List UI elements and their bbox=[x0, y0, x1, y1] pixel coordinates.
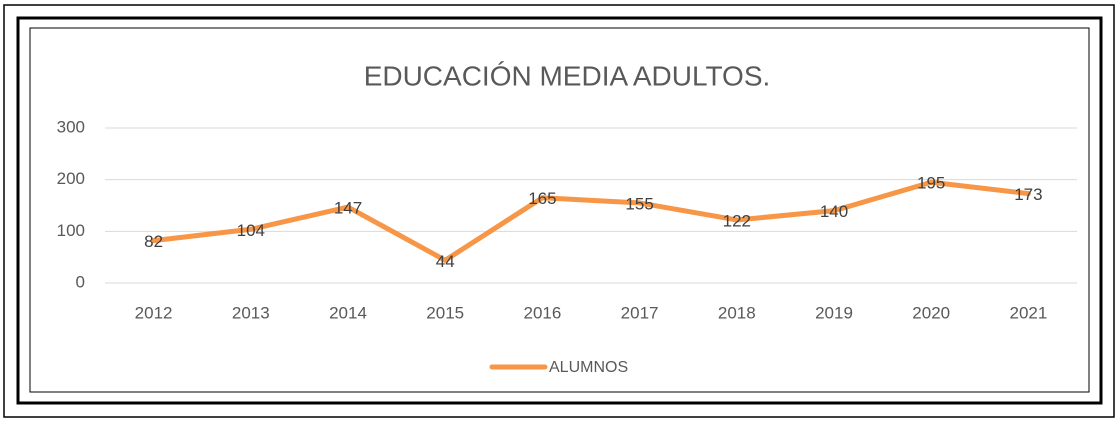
x-tick-label: 2021 bbox=[1009, 303, 1047, 322]
x-tick-label: 2018 bbox=[718, 303, 756, 322]
y-tick-label: 0 bbox=[76, 272, 85, 291]
data-label: 82 bbox=[144, 232, 163, 251]
y-tick-label: 300 bbox=[57, 117, 85, 136]
data-label: 104 bbox=[237, 221, 265, 240]
data-label: 44 bbox=[436, 252, 455, 271]
inner-frame bbox=[16, 16, 1103, 405]
chart-frame bbox=[29, 27, 1090, 393]
data-label: 195 bbox=[917, 174, 945, 193]
legend-label: ALUMNOS bbox=[549, 359, 628, 376]
series-line bbox=[151, 179, 1031, 263]
x-tick-label: 2012 bbox=[135, 303, 173, 322]
y-tick-label: 100 bbox=[57, 221, 85, 240]
data-label: 165 bbox=[528, 189, 556, 208]
data-label: 155 bbox=[625, 194, 653, 213]
x-tick-label: 2013 bbox=[232, 303, 270, 322]
x-tick-label: 2016 bbox=[523, 303, 561, 322]
x-tick-label: 2019 bbox=[815, 303, 853, 322]
outer-frame bbox=[3, 4, 1115, 418]
y-tick-label: 200 bbox=[57, 169, 85, 188]
data-label: 140 bbox=[820, 202, 848, 221]
chart-title: EDUCACIÓN MEDIA ADULTOS. bbox=[364, 60, 771, 91]
data-label: 173 bbox=[1014, 185, 1042, 204]
x-tick-label: 2014 bbox=[329, 303, 367, 322]
x-tick-label: 2015 bbox=[426, 303, 464, 322]
data-label: 147 bbox=[334, 199, 362, 218]
x-tick-label: 2017 bbox=[621, 303, 659, 322]
data-label: 122 bbox=[723, 211, 751, 230]
x-tick-label: 2020 bbox=[912, 303, 950, 322]
